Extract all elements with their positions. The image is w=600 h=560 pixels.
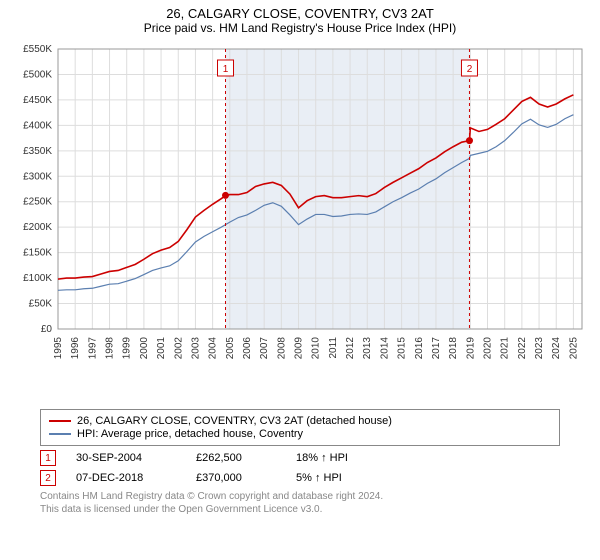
svg-text:£450K: £450K (23, 95, 52, 106)
svg-text:2011: 2011 (328, 337, 339, 359)
legend-label: HPI: Average price, detached house, Cove… (77, 428, 303, 440)
svg-text:2012: 2012 (345, 337, 356, 360)
svg-text:2: 2 (467, 64, 473, 75)
svg-text:1995: 1995 (53, 337, 64, 360)
svg-text:£500K: £500K (23, 69, 52, 80)
svg-text:2020: 2020 (483, 337, 494, 360)
footer: Contains HM Land Registry data © Crown c… (40, 490, 560, 516)
marker-delta: 18% ↑ HPI (296, 452, 396, 464)
svg-text:2016: 2016 (414, 337, 425, 360)
svg-text:£0: £0 (41, 324, 53, 335)
svg-text:£50K: £50K (29, 299, 53, 310)
legend-swatch (49, 420, 71, 422)
legend: 26, CALGARY CLOSE, COVENTRY, CV3 2AT (de… (40, 409, 560, 446)
svg-text:2023: 2023 (534, 337, 545, 360)
svg-text:2010: 2010 (311, 337, 322, 360)
chart-title: 26, CALGARY CLOSE, COVENTRY, CV3 2AT (0, 0, 600, 21)
svg-text:£400K: £400K (23, 120, 52, 131)
svg-text:2004: 2004 (208, 337, 219, 360)
svg-text:2015: 2015 (397, 337, 408, 360)
svg-text:2017: 2017 (431, 337, 442, 360)
svg-text:2008: 2008 (276, 337, 287, 360)
legend-swatch (49, 433, 71, 435)
svg-text:1996: 1996 (70, 337, 81, 360)
svg-text:2003: 2003 (190, 337, 201, 360)
chart-svg: £0 £50K £100K £150K £200K £250K £300K £350K £400… (10, 41, 590, 401)
footer-line: This data is licensed under the Open Gov… (40, 503, 560, 516)
svg-text:2025: 2025 (568, 337, 579, 360)
marker-row: 1 30-SEP-2004 £262,500 18% ↑ HPI (40, 450, 560, 466)
svg-text:2009: 2009 (294, 337, 305, 360)
chart-subtitle: Price paid vs. HM Land Registry's House … (0, 21, 600, 41)
svg-text:£250K: £250K (23, 197, 52, 208)
svg-text:2014: 2014 (379, 337, 390, 360)
marker-price: £370,000 (196, 472, 296, 484)
svg-text:2022: 2022 (517, 337, 528, 360)
chart: £0 £50K £100K £150K £200K £250K £300K £350K £400… (10, 41, 590, 401)
marker-delta: 5% ↑ HPI (296, 472, 396, 484)
svg-text:£300K: £300K (23, 171, 52, 182)
marker-badge: 1 (40, 450, 56, 466)
svg-text:2013: 2013 (362, 337, 373, 360)
container: 26, CALGARY CLOSE, COVENTRY, CV3 2AT Pri… (0, 0, 600, 516)
svg-text:2024: 2024 (551, 337, 562, 360)
svg-text:2001: 2001 (156, 337, 167, 360)
legend-label: 26, CALGARY CLOSE, COVENTRY, CV3 2AT (de… (77, 415, 392, 427)
svg-text:2000: 2000 (139, 337, 150, 360)
svg-text:2018: 2018 (448, 337, 459, 360)
svg-text:2019: 2019 (465, 337, 476, 360)
svg-text:£100K: £100K (23, 273, 52, 284)
svg-text:2021: 2021 (500, 337, 511, 360)
legend-item: HPI: Average price, detached house, Cove… (49, 428, 551, 440)
svg-text:2006: 2006 (242, 337, 253, 360)
marker-row: 2 07-DEC-2018 £370,000 5% ↑ HPI (40, 470, 560, 486)
marker-price: £262,500 (196, 452, 296, 464)
svg-text:2007: 2007 (259, 337, 270, 360)
svg-text:1: 1 (223, 64, 229, 75)
svg-text:1997: 1997 (87, 337, 98, 360)
marker-date: 30-SEP-2004 (76, 452, 196, 464)
svg-text:1998: 1998 (105, 337, 116, 360)
svg-text:£200K: £200K (23, 222, 52, 233)
marker-badge: 2 (40, 470, 56, 486)
marker-date: 07-DEC-2018 (76, 472, 196, 484)
svg-text:£150K: £150K (23, 248, 52, 259)
svg-text:£350K: £350K (23, 146, 52, 157)
svg-text:1999: 1999 (122, 337, 133, 360)
svg-text:2005: 2005 (225, 337, 236, 360)
svg-text:2002: 2002 (173, 337, 184, 360)
legend-item: 26, CALGARY CLOSE, COVENTRY, CV3 2AT (de… (49, 415, 551, 427)
svg-text:£550K: £550K (23, 44, 52, 55)
marker-table: 1 30-SEP-2004 £262,500 18% ↑ HPI 2 07-DE… (40, 450, 560, 486)
footer-line: Contains HM Land Registry data © Crown c… (40, 490, 560, 503)
